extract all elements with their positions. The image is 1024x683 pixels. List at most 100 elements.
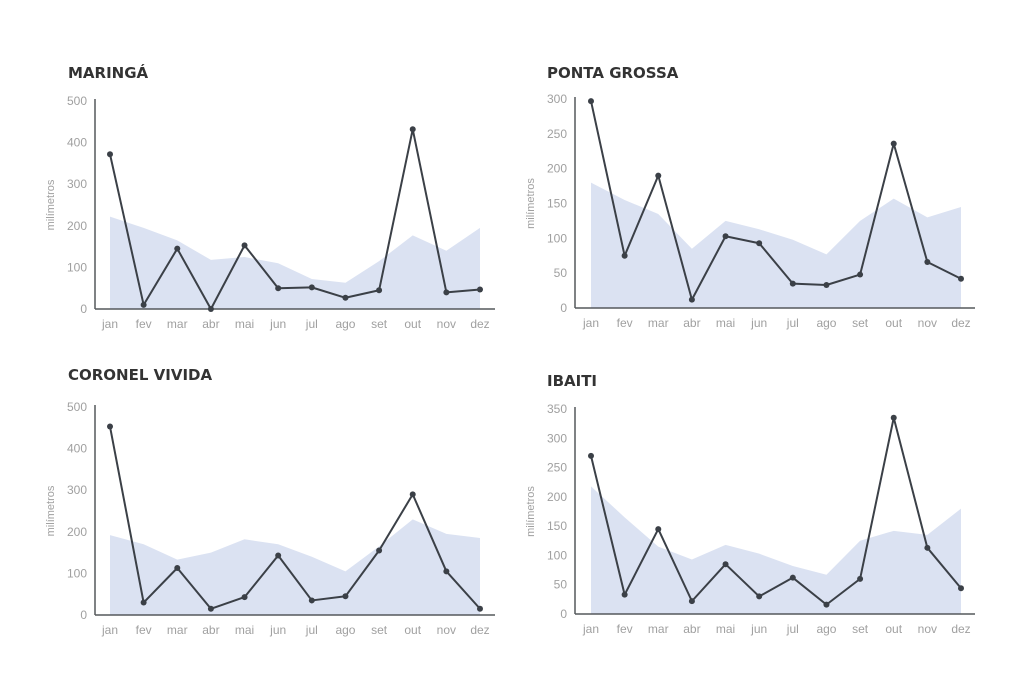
y-tick-label: 300 <box>547 92 567 106</box>
y-tick-label: 300 <box>547 431 567 445</box>
data-point <box>443 568 450 575</box>
y-tick-label: 0 <box>560 607 567 621</box>
y-tick-label: 50 <box>554 266 568 280</box>
data-point <box>688 598 695 605</box>
data-point <box>376 547 383 554</box>
data-point <box>107 423 113 430</box>
x-tick-label: jan <box>582 622 599 636</box>
data-point <box>688 296 695 303</box>
y-tick-label: 150 <box>547 197 567 211</box>
y-tick-label: 300 <box>67 177 87 191</box>
data-point <box>789 280 796 287</box>
data-point <box>275 285 282 292</box>
y-tick-label: 0 <box>80 302 87 316</box>
x-tick-label: nov <box>437 317 456 331</box>
x-tick-label: jan <box>101 317 118 331</box>
x-tick-label: jan <box>582 316 599 330</box>
x-tick-label: mai <box>235 623 254 637</box>
x-tick-label: out <box>404 317 421 331</box>
y-tick-label: 350 <box>547 402 567 416</box>
y-tick-label: 400 <box>67 136 87 150</box>
data-point <box>443 289 450 296</box>
x-tick-label: mai <box>716 316 735 330</box>
x-tick-label: nov <box>437 623 456 637</box>
y-tick-label: 100 <box>547 548 567 562</box>
y-tick-label: 100 <box>547 231 567 245</box>
y-tick-label: 400 <box>67 442 87 456</box>
x-tick-label: ago <box>335 317 355 331</box>
data-point <box>958 585 964 592</box>
data-point <box>342 294 349 301</box>
data-point <box>588 452 594 459</box>
y-tick-label: 200 <box>547 162 567 176</box>
y-tick-label: 250 <box>547 127 567 141</box>
data-point <box>308 597 315 604</box>
y-tick-label: 500 <box>67 94 87 108</box>
data-point <box>655 172 662 179</box>
data-point <box>241 242 248 249</box>
x-tick-label: set <box>852 622 869 636</box>
x-tick-label: mar <box>648 316 669 330</box>
x-tick-label: out <box>885 622 902 636</box>
x-tick-label: jul <box>305 623 318 637</box>
x-tick-label: fev <box>617 316 633 330</box>
area-series <box>110 519 480 615</box>
data-point <box>409 126 416 133</box>
chart-title: CORONEL VIVIDA <box>68 366 212 384</box>
chart-title: IBAITI <box>547 372 597 390</box>
y-tick-label: 500 <box>67 400 87 414</box>
x-tick-label: ago <box>816 622 836 636</box>
x-tick-label: abr <box>202 317 219 331</box>
y-tick-label: 200 <box>547 490 567 504</box>
x-tick-label: out <box>885 316 902 330</box>
x-tick-label: fev <box>136 317 152 331</box>
y-tick-label: 200 <box>67 219 87 233</box>
x-tick-label: set <box>852 316 869 330</box>
line-series <box>590 100 962 301</box>
y-tick-label: 150 <box>547 519 567 533</box>
data-point <box>789 574 796 581</box>
data-point <box>722 561 729 568</box>
data-point <box>275 552 282 559</box>
data-point <box>409 491 416 498</box>
y-axis-label: milímetros <box>525 178 537 229</box>
data-point <box>207 306 214 312</box>
x-tick-label: out <box>404 623 421 637</box>
data-point <box>722 233 729 240</box>
data-point <box>823 601 830 608</box>
data-point <box>174 245 181 252</box>
chart-title: PONTA GROSSA <box>547 64 679 82</box>
data-point <box>924 544 931 551</box>
x-tick-label: mai <box>716 622 735 636</box>
y-axis-label: milímetros <box>45 485 57 536</box>
data-point <box>857 575 864 582</box>
x-tick-label: abr <box>683 316 700 330</box>
chart-title: MARINGÁ <box>68 63 149 82</box>
data-point <box>140 301 147 308</box>
data-point <box>655 526 662 533</box>
data-point <box>890 140 897 147</box>
x-tick-label: dez <box>470 317 489 331</box>
y-axis-label: milímetros <box>525 486 537 537</box>
x-tick-label: fev <box>617 622 633 636</box>
line-series <box>109 128 481 310</box>
x-tick-label: nov <box>918 622 937 636</box>
x-tick-label: abr <box>202 623 219 637</box>
data-point <box>924 259 931 266</box>
x-tick-label: mar <box>167 317 188 331</box>
chart-panel: MARINGÁ 0 100 200 300 400 500 jan fev mar abr mai ju… <box>45 63 495 331</box>
x-tick-label: dez <box>951 316 970 330</box>
x-tick-label: dez <box>951 622 970 636</box>
data-point <box>376 287 383 294</box>
y-axis-label: milímetros <box>45 179 57 230</box>
data-point <box>140 599 147 606</box>
data-point <box>890 414 897 421</box>
area-series <box>110 216 480 309</box>
data-point <box>621 252 628 259</box>
line-series <box>109 426 481 610</box>
x-tick-label: fev <box>136 623 152 637</box>
y-tick-label: 0 <box>80 608 87 622</box>
data-point <box>207 605 214 612</box>
x-tick-label: ago <box>816 316 836 330</box>
